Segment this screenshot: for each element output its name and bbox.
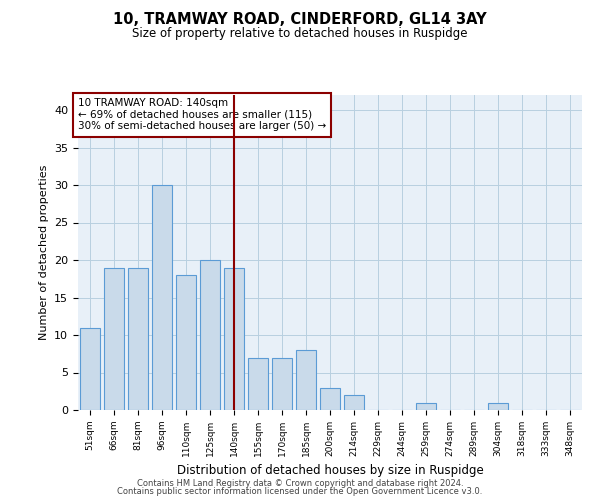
Bar bbox=[200, 260, 220, 410]
Y-axis label: Number of detached properties: Number of detached properties bbox=[38, 165, 49, 340]
Bar bbox=[416, 402, 436, 410]
Bar bbox=[128, 268, 148, 410]
Bar bbox=[248, 358, 268, 410]
Bar bbox=[80, 328, 100, 410]
Text: 10, TRAMWAY ROAD, CINDERFORD, GL14 3AY: 10, TRAMWAY ROAD, CINDERFORD, GL14 3AY bbox=[113, 12, 487, 28]
Bar bbox=[104, 268, 124, 410]
Bar bbox=[344, 395, 364, 410]
Text: Contains public sector information licensed under the Open Government Licence v3: Contains public sector information licen… bbox=[118, 487, 482, 496]
Bar bbox=[320, 388, 340, 410]
Bar bbox=[224, 268, 244, 410]
X-axis label: Distribution of detached houses by size in Ruspidge: Distribution of detached houses by size … bbox=[176, 464, 484, 477]
Bar bbox=[152, 185, 172, 410]
Bar bbox=[176, 275, 196, 410]
Text: 10 TRAMWAY ROAD: 140sqm
← 69% of detached houses are smaller (115)
30% of semi-d: 10 TRAMWAY ROAD: 140sqm ← 69% of detache… bbox=[78, 98, 326, 132]
Text: Size of property relative to detached houses in Ruspidge: Size of property relative to detached ho… bbox=[132, 28, 468, 40]
Bar bbox=[272, 358, 292, 410]
Bar bbox=[296, 350, 316, 410]
Text: Contains HM Land Registry data © Crown copyright and database right 2024.: Contains HM Land Registry data © Crown c… bbox=[137, 478, 463, 488]
Bar bbox=[488, 402, 508, 410]
